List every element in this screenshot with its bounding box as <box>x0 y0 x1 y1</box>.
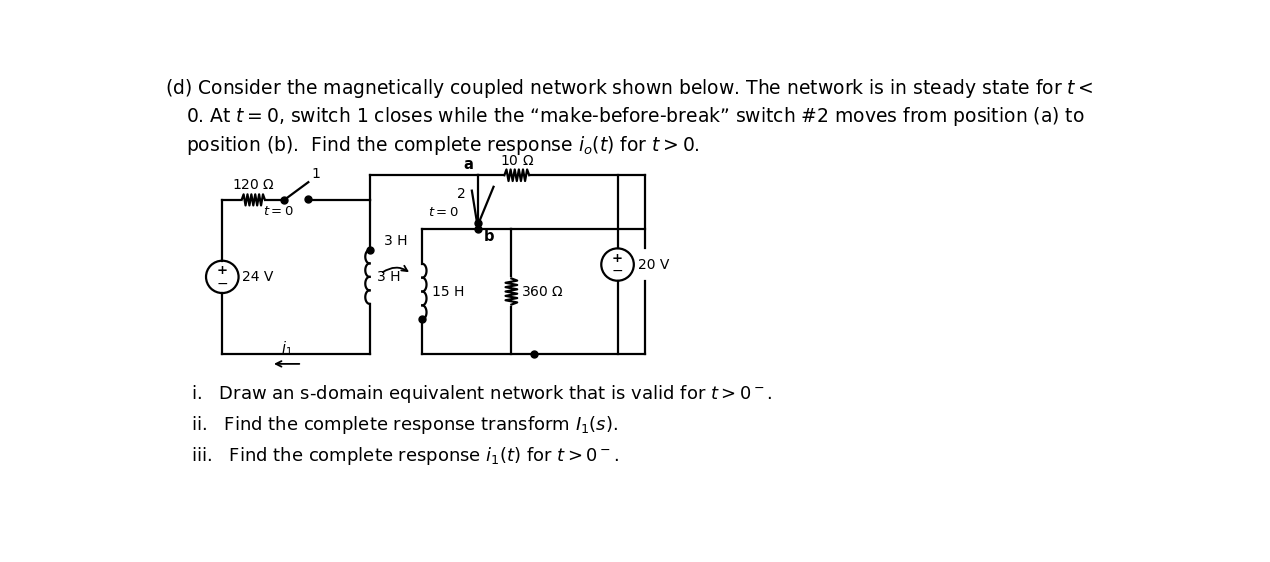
Text: +: + <box>612 252 624 265</box>
Text: 15 H: 15 H <box>432 284 465 298</box>
Text: 3 H: 3 H <box>377 270 401 284</box>
Text: (d) Consider the magnetically coupled network shown below. The network is in ste: (d) Consider the magnetically coupled ne… <box>165 76 1093 99</box>
Text: 0. At $t = 0$, switch 1 closes while the “make-before-break” switch #2 moves fro: 0. At $t = 0$, switch 1 closes while the… <box>185 105 1085 128</box>
Text: −: − <box>612 264 624 278</box>
Text: 1: 1 <box>311 167 320 182</box>
Text: −: − <box>216 277 229 291</box>
Text: 3 H: 3 H <box>384 234 408 248</box>
Text: $i_1$: $i_1$ <box>281 339 292 358</box>
Text: 2: 2 <box>457 188 466 202</box>
Text: a: a <box>464 157 474 172</box>
Text: position (b).  Find the complete response $i_o(t)$ for $t > 0$.: position (b). Find the complete response… <box>185 134 700 157</box>
Text: iii.   Find the complete response $i_1(t)$ for $t > 0^-$.: iii. Find the complete response $i_1(t)$… <box>192 445 620 466</box>
Text: 20 V: 20 V <box>638 257 669 271</box>
Text: $t = 0$: $t = 0$ <box>263 205 295 218</box>
Text: i.   Draw an s-domain equivalent network that is valid for $t > 0^-$.: i. Draw an s-domain equivalent network t… <box>192 383 773 405</box>
Text: 24 V: 24 V <box>243 270 274 284</box>
Text: $t = 0$: $t = 0$ <box>428 206 458 219</box>
Text: b: b <box>484 229 494 244</box>
Text: ii.   Find the complete response transform $I_1(s)$.: ii. Find the complete response transform… <box>192 414 618 436</box>
Text: +: + <box>217 264 227 277</box>
Text: 360 $\Omega$: 360 $\Omega$ <box>521 284 564 298</box>
Text: 120 $\Omega$: 120 $\Omega$ <box>232 178 274 192</box>
Text: 10 $\Omega$: 10 $\Omega$ <box>499 153 533 167</box>
